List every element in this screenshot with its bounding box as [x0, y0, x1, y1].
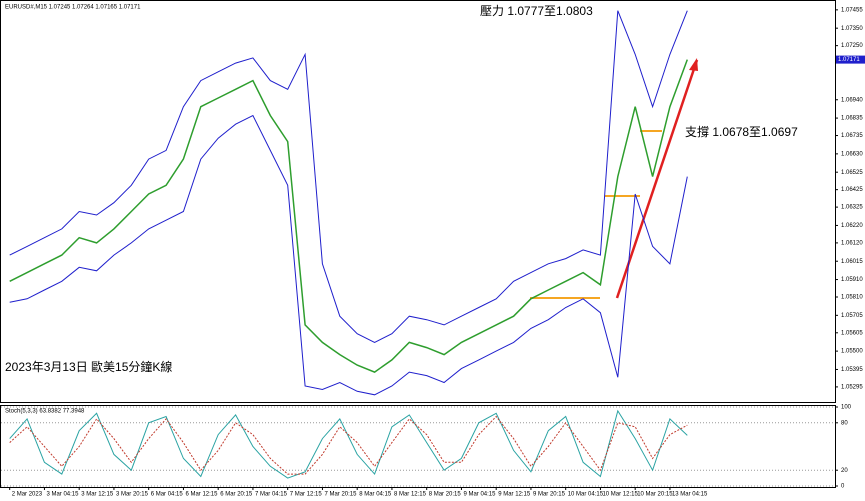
x-tick-label: 6 Mar 04:15	[151, 492, 184, 498]
series-line	[9, 10, 688, 343]
x-tick-label: 13 Mar 04:15	[672, 492, 708, 498]
y-tick-label: 1.05395	[841, 367, 863, 373]
y-tick-label: 1.07350	[841, 26, 863, 32]
y-tick-label: 1.06015	[841, 259, 863, 265]
x-tick-label: 3 Mar 04:15	[46, 492, 79, 498]
series-line	[9, 59, 689, 373]
y-tick-label: 20	[841, 468, 848, 474]
annotation: 支撐 1.0678至1.0697	[685, 125, 798, 139]
current-price: 1.07171	[838, 57, 860, 63]
x-tick-label: 8 Mar 04:15	[359, 492, 392, 498]
trend-arrow	[615, 59, 699, 299]
x-tick-label: 3 Mar 12:15	[81, 492, 114, 498]
y-tick-label: 1.05605	[841, 330, 863, 336]
series-line	[9, 409, 688, 479]
arrow-head	[689, 58, 698, 71]
panel-title: Stoch(5,3,3) 63.8382 77.3948	[5, 409, 85, 415]
y-tick-label: 1.06525	[841, 170, 863, 176]
y-tick-label: 1.07455	[841, 7, 863, 13]
x-tick-label: 7 Mar 20:15	[324, 492, 357, 498]
series-line	[9, 415, 688, 475]
y-tick-label: 1.07250	[841, 43, 863, 49]
y-tick-label: 1.06325	[841, 205, 863, 211]
x-tick-label: 10 Mar 12:15	[602, 492, 638, 498]
y-tick-label: 1.06120	[841, 240, 863, 246]
main-panel	[0, 0, 836, 403]
x-tick-label: 6 Mar 12:15	[185, 492, 218, 498]
y-tick-label: 1.05910	[841, 277, 863, 283]
x-tick-label: 6 Mar 20:15	[220, 492, 253, 498]
y-tick-label: 0	[841, 484, 845, 490]
x-tick-label: 10 Mar 20:15	[637, 492, 673, 498]
y-tick-label: 80	[841, 420, 848, 426]
price-tag	[836, 55, 865, 64]
x-tick-label: 2 Mar 2023	[12, 492, 43, 498]
x-tick-label: 7 Mar 04:15	[255, 492, 288, 498]
y-tick-label: 1.06835	[841, 116, 863, 122]
x-tick-label: 10 Mar 04:15	[568, 492, 604, 498]
y-tick-label: 1.05500	[841, 349, 863, 355]
y-tick-label: 1.05295	[841, 384, 863, 390]
series-line	[9, 114, 688, 396]
x-tick-label: 8 Mar 12:15	[394, 492, 427, 498]
x-tick-label: 8 Mar 20:15	[429, 492, 462, 498]
y-tick-label: 1.05705	[841, 313, 863, 319]
y-tick-label: 1.06735	[841, 133, 863, 139]
x-tick-label: 9 Mar 04:15	[463, 492, 496, 498]
stoch-panel	[0, 405, 836, 488]
y-tick-label: 1.06940	[841, 97, 863, 103]
x-tick-label: 9 Mar 12:15	[498, 492, 531, 498]
x-tick-label: 7 Mar 12:15	[290, 492, 323, 498]
y-tick-label: 1.06220	[841, 223, 863, 229]
y-tick-label: 1.06630	[841, 151, 863, 157]
y-tick-label: 100	[841, 405, 852, 411]
x-tick-label: 3 Mar 20:15	[116, 492, 149, 498]
y-tick-label: 1.06425	[841, 187, 863, 193]
annotation: 壓力 1.0777至1.0803	[480, 4, 593, 18]
y-tick-label: 1.05810	[841, 295, 863, 301]
x-tick-label: 9 Mar 20:15	[533, 492, 566, 498]
panel-title: EURUSD#,M15 1.07245 1.07264 1.07165 1.07…	[5, 5, 141, 11]
annotation: 2023年3月13日 歐美15分鐘K線	[5, 359, 172, 374]
